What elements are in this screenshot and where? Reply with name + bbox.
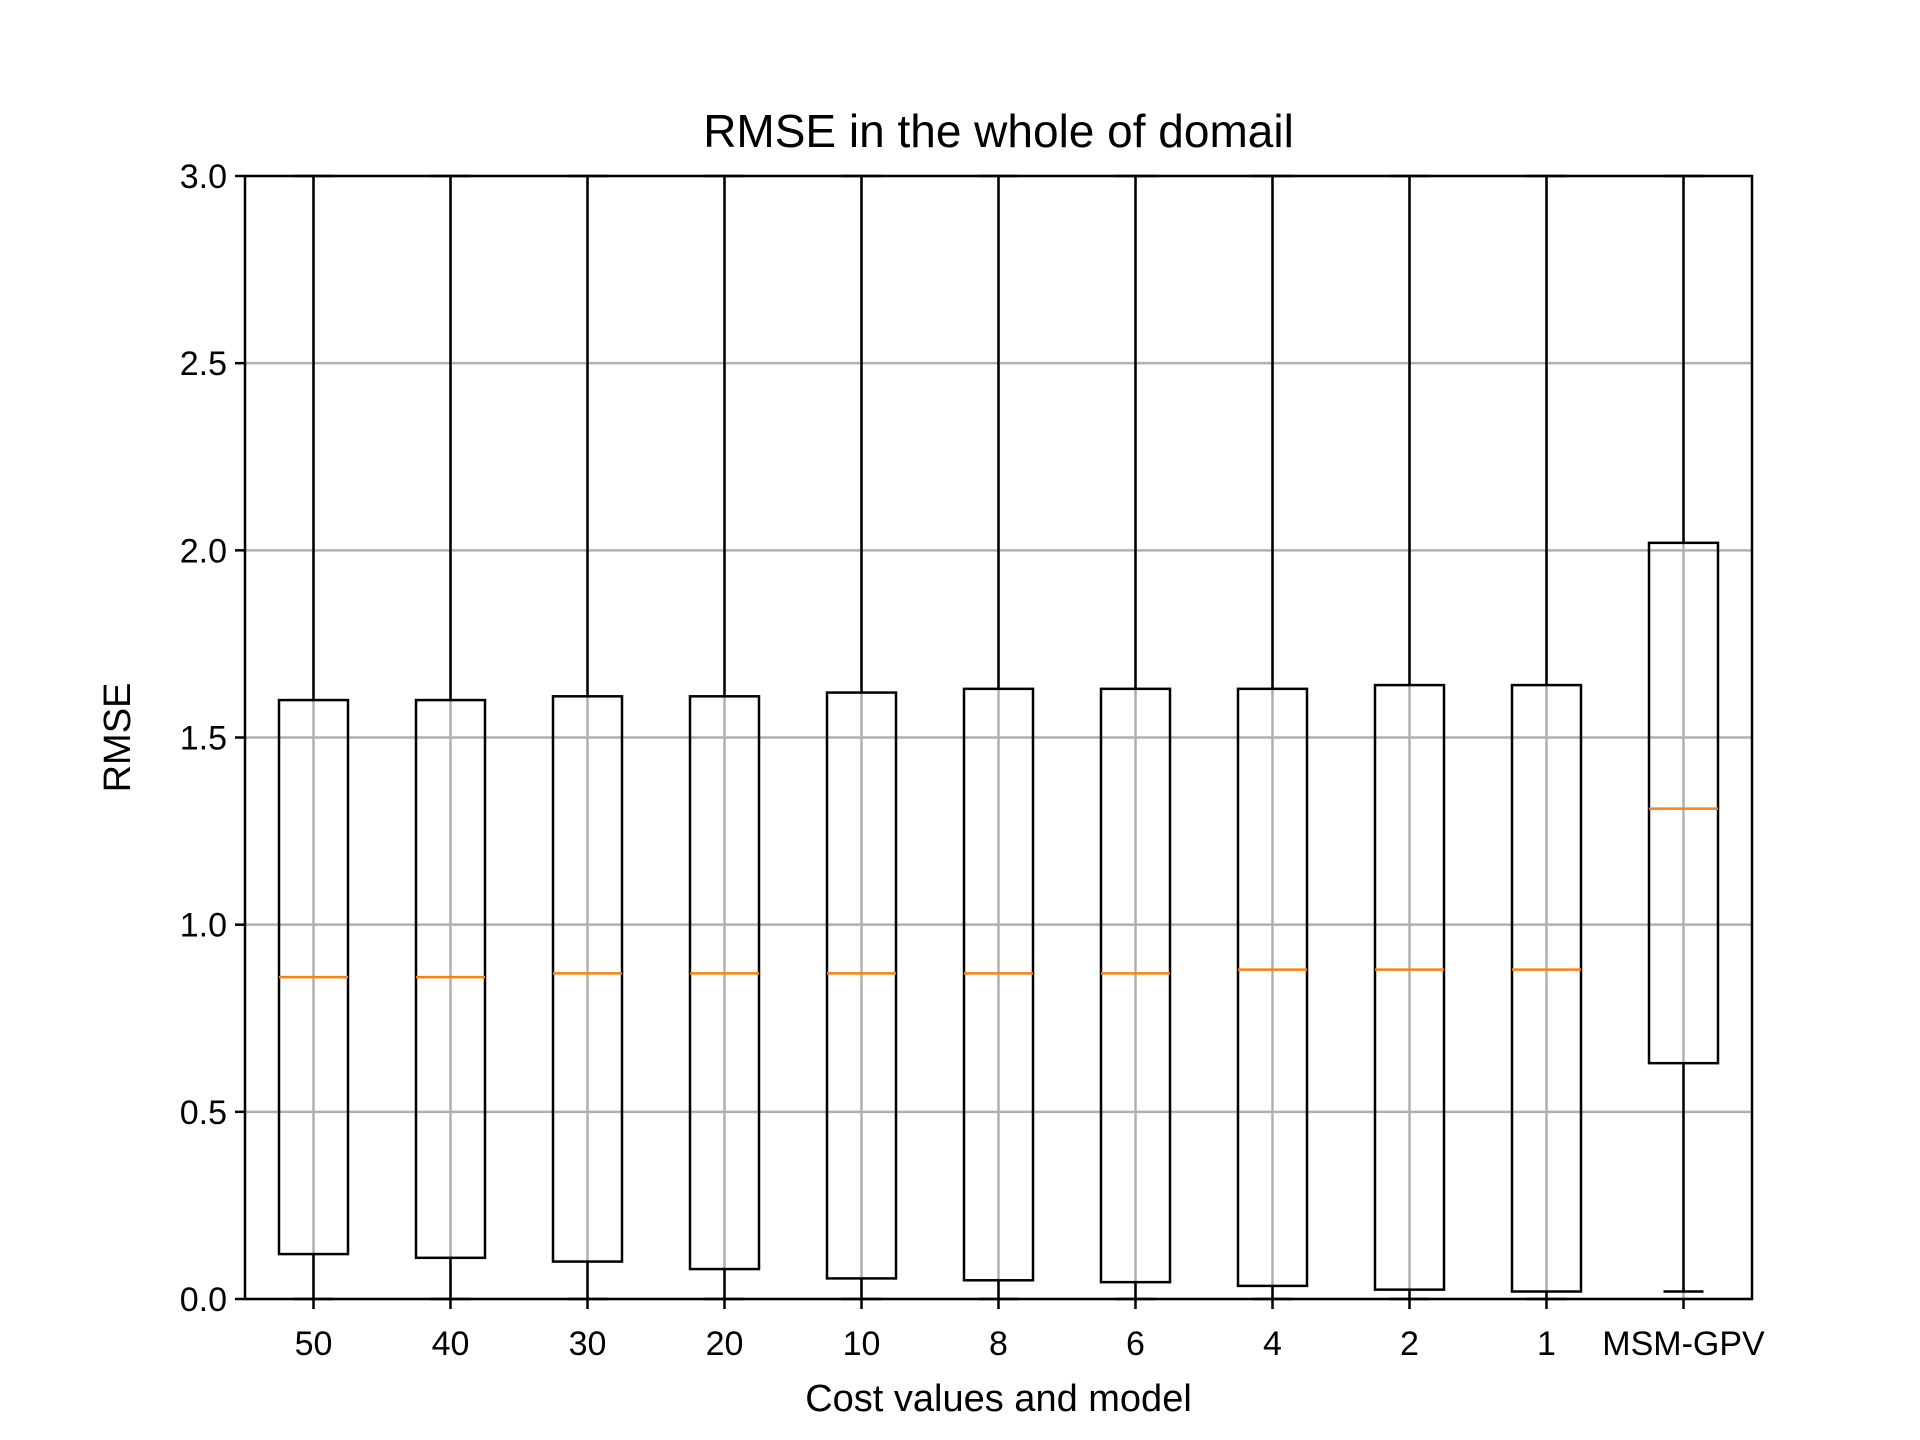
x-tick-label: 50 [295,1325,333,1363]
y-axis-title: RMSE [97,683,139,793]
box-layer [277,174,1720,1301]
chart-title: RMSE in the whole of domail [703,105,1294,157]
box-body [1099,687,1172,1284]
x-tick-label: 20 [706,1325,744,1363]
y-tick-label: 2.0 [180,532,227,570]
x-tick-label: MSM-GPV [1602,1325,1765,1363]
box-body [962,687,1035,1282]
box-body [688,695,761,1271]
y-tick-label: 3.0 [180,158,227,196]
tick-layer: 0.0 0.5 1.0 1.5 2.0 2.5 3.0 50 40 30 20 10 8 6 4 2 1 MSM-… [180,158,1765,1363]
box-body [1373,683,1446,1291]
x-tick-label: 30 [569,1325,607,1363]
y-tick-label: 0.5 [180,1094,227,1132]
box-40 [414,174,487,1301]
y-tick-label: 1.5 [180,720,227,758]
x-tick-label: 4 [1263,1325,1282,1363]
x-axis-title: Cost values and model [805,1378,1192,1420]
box-body [1510,683,1583,1293]
x-tick-label: 2 [1400,1325,1419,1363]
box-body [551,695,624,1263]
x-tick-label: 6 [1126,1325,1145,1363]
x-tick-label: 40 [432,1325,470,1363]
y-tick-label: 2.5 [180,345,227,383]
x-tick-label: 1 [1537,1325,1556,1363]
box-body [1236,687,1309,1288]
box-MSM-GPV [1647,174,1720,1293]
x-tick-label: 8 [989,1325,1008,1363]
box-body [825,691,898,1280]
x-tick-label: 10 [843,1325,881,1363]
box-body [1647,541,1720,1065]
box-body [414,698,487,1260]
y-tick-label: 0.0 [180,1281,227,1319]
y-tick-label: 1.0 [180,907,227,945]
